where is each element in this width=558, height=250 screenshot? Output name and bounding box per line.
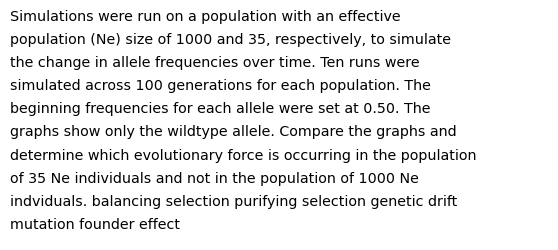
Text: graphs show only the wildtype allele. Compare the graphs and: graphs show only the wildtype allele. Co… (10, 125, 456, 139)
Text: indviduals. balancing selection purifying selection genetic drift: indviduals. balancing selection purifyin… (10, 194, 458, 208)
Text: of 35 Ne individuals and not in the population of 1000 Ne: of 35 Ne individuals and not in the popu… (10, 171, 419, 185)
Text: simulated across 100 generations for each population. The: simulated across 100 generations for eac… (10, 79, 431, 93)
Text: determine which evolutionary force is occurring in the population: determine which evolutionary force is oc… (10, 148, 477, 162)
Text: beginning frequencies for each allele were set at 0.50. The: beginning frequencies for each allele we… (10, 102, 431, 116)
Text: Simulations were run on a population with an effective: Simulations were run on a population wit… (10, 10, 401, 24)
Text: the change in allele frequencies over time. Ten runs were: the change in allele frequencies over ti… (10, 56, 420, 70)
Text: mutation founder effect: mutation founder effect (10, 217, 180, 231)
Text: population (Ne) size of 1000 and 35, respectively, to simulate: population (Ne) size of 1000 and 35, res… (10, 33, 451, 47)
